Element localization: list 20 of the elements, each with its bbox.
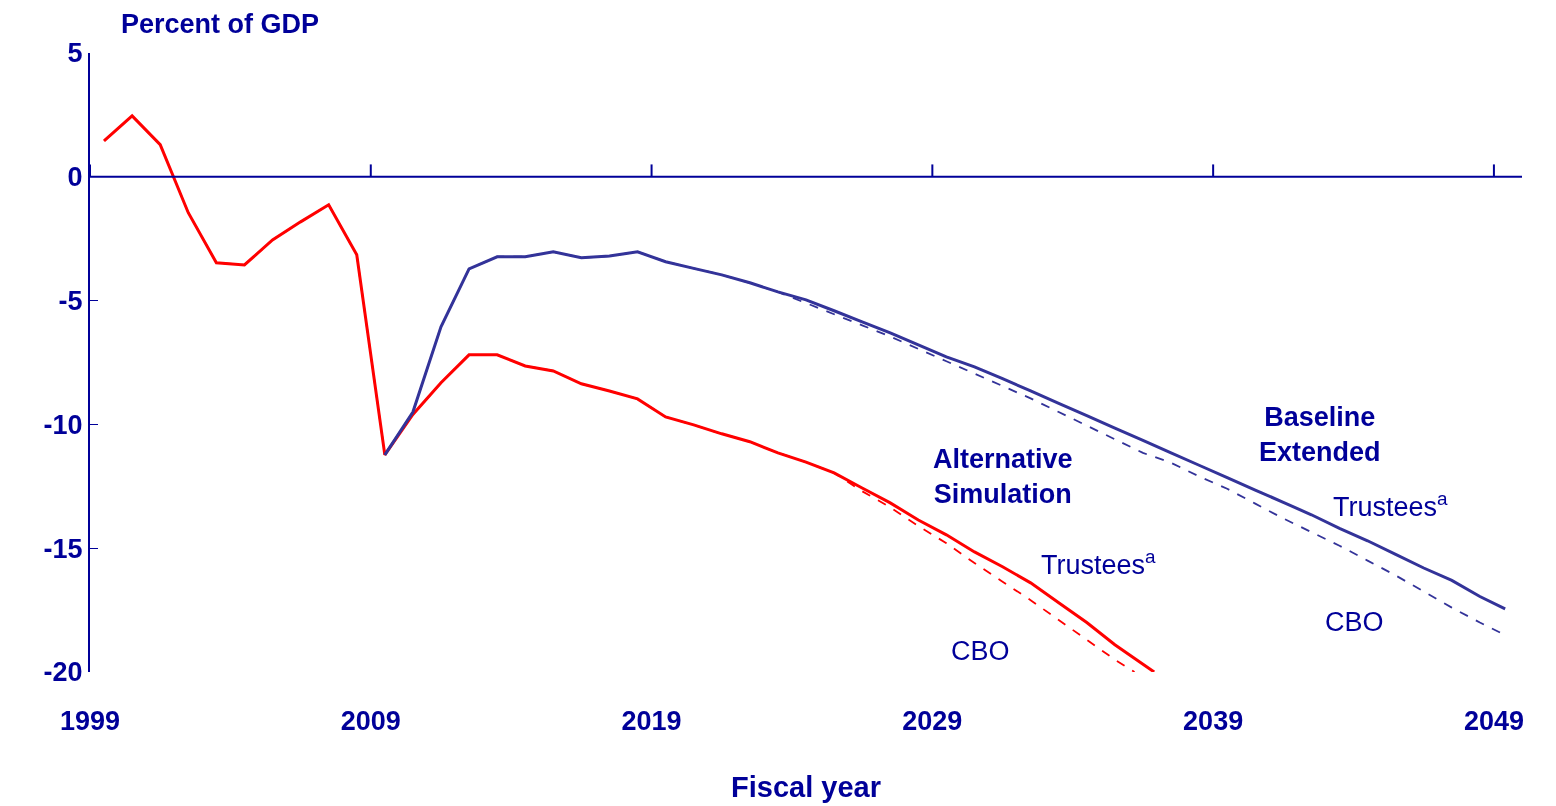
x-tick-label: 2009 — [340, 706, 401, 736]
annotation: Baseline Extended — [1259, 402, 1381, 468]
y-tick-label: -5 — [58, 286, 83, 317]
x-tick-label: 1999 — [59, 706, 121, 736]
annotation: CBO — [1325, 607, 1384, 637]
annotation: Trustees$^{a}$ — [1041, 546, 1157, 581]
y-tick-label: 0 — [67, 162, 83, 193]
annotation: Alternative Simulation — [933, 444, 1073, 510]
annotation: Trustees$^{a}$ — [1333, 488, 1449, 523]
x-tick-label: 2049 — [1463, 706, 1524, 736]
y-tick-label: -15 — [43, 533, 83, 564]
x-tick-label: 2039 — [1183, 706, 1244, 736]
x-tick-label: 2019 — [621, 706, 682, 736]
x-axis-title: Fiscal year — [731, 771, 881, 803]
x-tick-label: 2029 — [902, 706, 963, 736]
y-axis-title: Percent of GDP — [121, 9, 320, 39]
y-tick-label: -20 — [43, 657, 83, 688]
annotation: CBO — [951, 636, 1010, 666]
y-tick-label: -10 — [43, 409, 83, 440]
y-tick-label: 5 — [67, 38, 83, 69]
